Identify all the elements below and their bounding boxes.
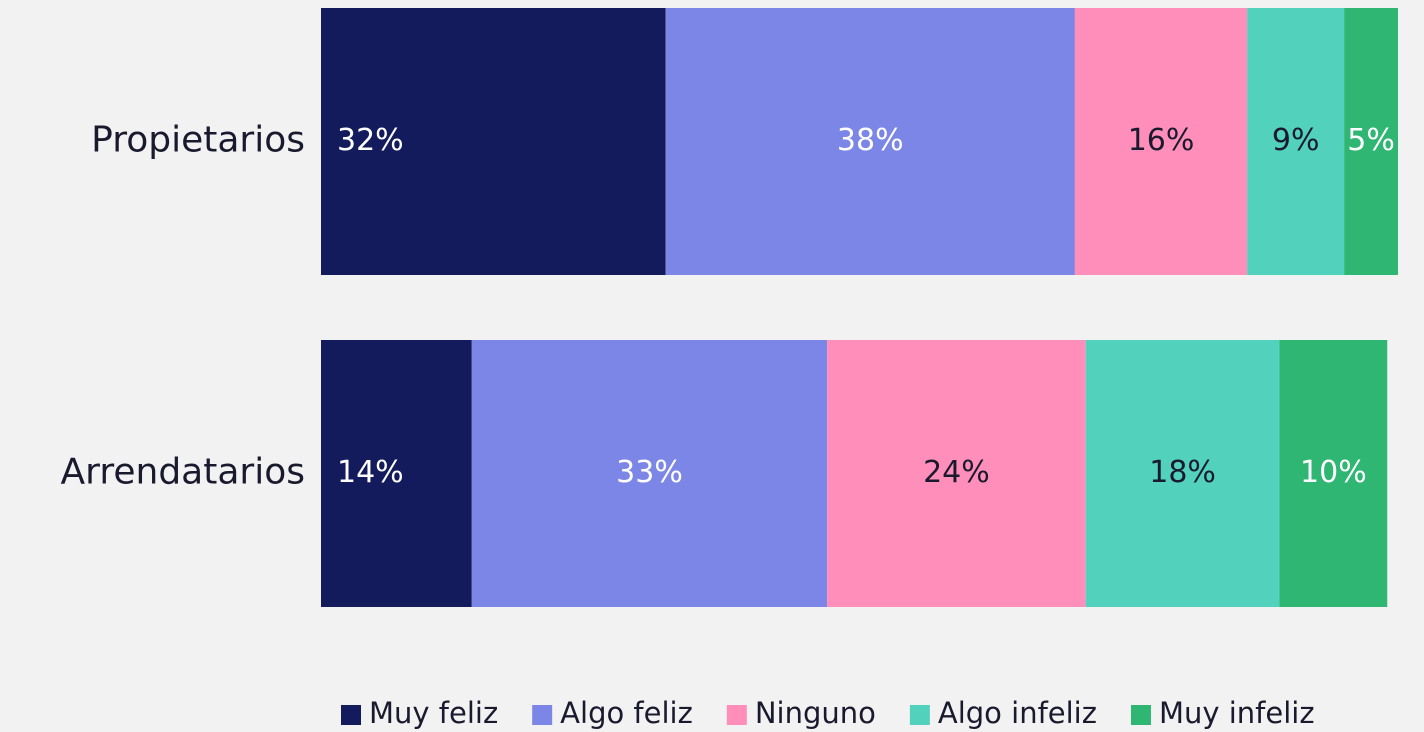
value-label: 9%: [1272, 123, 1320, 158]
value-label: 10%: [1300, 455, 1367, 490]
bar-segment: [471, 340, 828, 607]
bar-segment: [1344, 8, 1398, 275]
bar-segment: [1085, 340, 1280, 607]
legend-label: Algo infeliz: [938, 696, 1097, 730]
legend-label: Ninguno: [755, 696, 876, 730]
category-label: Arrendatarios: [61, 452, 305, 493]
value-label: 5%: [1347, 123, 1395, 158]
bar-segment: [827, 340, 1086, 607]
legend-label: Muy feliz: [369, 696, 498, 730]
bar-segment: [665, 8, 1075, 275]
bar-segment: [321, 8, 666, 275]
value-label: 14%: [337, 455, 404, 490]
value-label: 18%: [1149, 455, 1216, 490]
legend-label: Algo feliz: [560, 696, 693, 730]
bar-segment: [321, 340, 472, 607]
legend-swatch: [1130, 705, 1151, 725]
value-label: 16%: [1128, 123, 1195, 158]
value-label: 32%: [337, 123, 404, 158]
legend-label: Muy infeliz: [1159, 696, 1315, 730]
bar-segment: [1279, 340, 1388, 607]
bar-segment: [1247, 8, 1345, 275]
legend-swatch: [341, 705, 361, 725]
bar-segment: [1074, 8, 1248, 275]
legend-swatch: [909, 705, 930, 725]
value-label: 33%: [616, 455, 683, 490]
legend-swatch: [532, 705, 553, 725]
category-label: Propietarios: [91, 120, 305, 161]
legend-swatch: [726, 705, 747, 725]
value-label: 24%: [923, 455, 990, 490]
value-label: 38%: [837, 123, 904, 158]
